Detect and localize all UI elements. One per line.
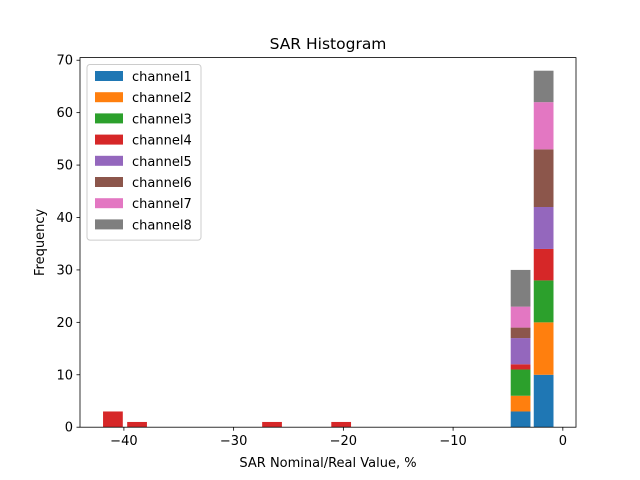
bar-channel5-bin-4 bbox=[510, 338, 531, 365]
y-axis: 0 10 20 30 40 50 60 70 bbox=[56, 54, 80, 436]
bar-channel5-bin-5 bbox=[533, 207, 554, 249]
bar-channel4-bin-1 bbox=[127, 421, 147, 428]
legend-swatch-channel7 bbox=[95, 198, 123, 209]
bar-channel4-bin-3 bbox=[331, 421, 352, 428]
legend-swatch-channel5 bbox=[95, 155, 123, 166]
legend-label-channel8: channel8 bbox=[132, 218, 192, 233]
legend: channel1 channel2 channel3 channel4 channel5… bbox=[86, 64, 202, 241]
legend-swatch-channel3 bbox=[95, 113, 123, 124]
bar-channel1-bin-5 bbox=[533, 374, 554, 428]
legend-label-channel4: channel4 bbox=[132, 134, 192, 149]
legend-label-channel1: channel1 bbox=[132, 70, 192, 85]
legend-swatch-channel8 bbox=[95, 219, 123, 230]
y-tick-label: 10 bbox=[56, 368, 73, 383]
legend-swatch-channel1 bbox=[95, 71, 123, 81]
legend-swatch-channel4 bbox=[95, 134, 123, 145]
x-tick-label: −30 bbox=[220, 434, 247, 449]
bar-channel1-bin-4 bbox=[510, 411, 531, 428]
y-tick-label: 60 bbox=[56, 106, 73, 121]
legend-label-channel6: channel6 bbox=[132, 176, 192, 191]
y-axis-label: Frequency bbox=[33, 209, 48, 276]
legend-box bbox=[86, 64, 202, 241]
y-tick-label: 30 bbox=[56, 263, 73, 278]
y-tick-label: 20 bbox=[56, 316, 73, 331]
legend-swatch-channel2 bbox=[95, 92, 123, 103]
bar-channel3-bin-4 bbox=[510, 369, 531, 396]
bar-channel7-bin-5 bbox=[533, 102, 554, 150]
y-tick-label: 70 bbox=[56, 54, 73, 69]
bar-channel4-bin-4 bbox=[510, 364, 531, 370]
x-tick-label: −40 bbox=[110, 434, 137, 449]
legend-swatch-channel6 bbox=[95, 177, 123, 187]
bar-channel8-bin-4 bbox=[510, 269, 531, 307]
x-tick-label: 0 bbox=[559, 434, 567, 449]
x-axis: −40 −30 −20 −10 0 bbox=[110, 427, 567, 449]
legend-label-channel7: channel7 bbox=[132, 197, 192, 212]
plot-frame bbox=[79, 57, 577, 428]
y-tick-label: 50 bbox=[56, 159, 73, 174]
bar-channel4-bin-0 bbox=[103, 411, 123, 428]
bar-channel4-bin-2 bbox=[262, 421, 282, 428]
bar-channel2-bin-5 bbox=[533, 322, 554, 375]
bar-channel4-bin-5 bbox=[533, 248, 554, 281]
chart-title: SAR Histogram bbox=[270, 35, 387, 53]
bar-channel7-bin-4 bbox=[510, 306, 531, 328]
x-tick-label: −10 bbox=[439, 434, 466, 449]
y-tick-label: 0 bbox=[65, 421, 73, 436]
bar-channel8-bin-5 bbox=[533, 70, 554, 103]
bars-layer bbox=[103, 70, 554, 428]
bar-channel2-bin-4 bbox=[510, 395, 531, 412]
y-tick-label: 40 bbox=[56, 211, 73, 226]
bar-channel6-bin-5 bbox=[533, 149, 554, 208]
legend-label-channel5: channel5 bbox=[132, 155, 192, 170]
x-axis-label: SAR Nominal/Real Value, % bbox=[239, 456, 416, 471]
bar-channel3-bin-5 bbox=[533, 280, 554, 323]
bar-channel6-bin-4 bbox=[510, 327, 531, 339]
legend-label-channel2: channel2 bbox=[132, 91, 192, 106]
x-tick-label: −20 bbox=[330, 434, 357, 449]
legend-label-channel3: channel3 bbox=[132, 112, 192, 127]
